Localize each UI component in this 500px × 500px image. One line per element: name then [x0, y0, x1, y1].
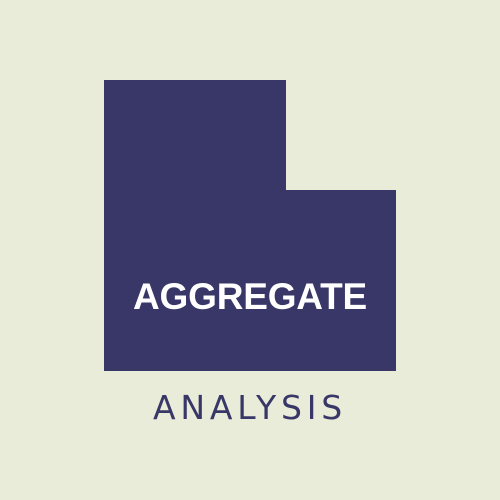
logo-secondary-word: ANALYSIS [152, 388, 348, 427]
logo-primary-word: AGGREGATE [133, 276, 367, 317]
logo-shape-block [104, 80, 396, 371]
